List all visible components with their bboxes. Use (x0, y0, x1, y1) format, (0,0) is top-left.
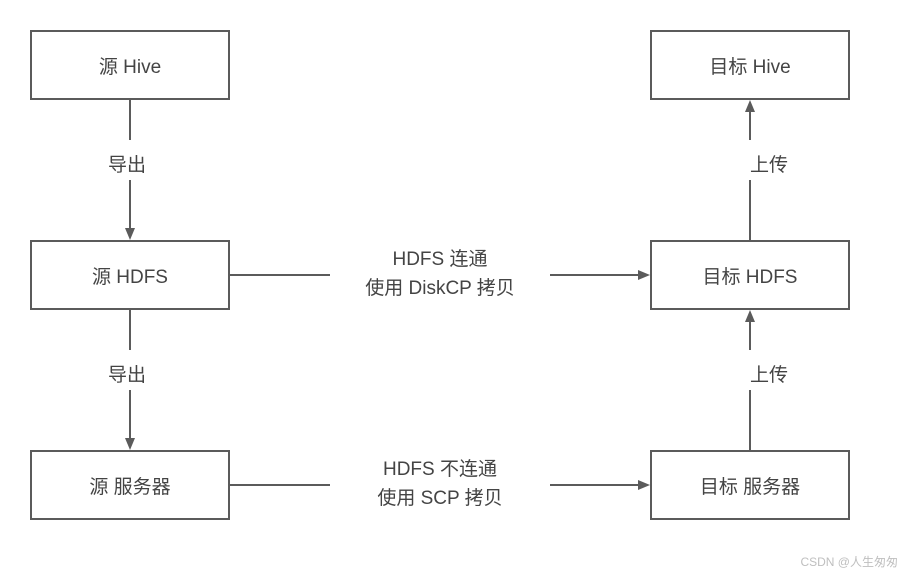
watermark-text: CSDN @人生匆匆 (800, 553, 898, 570)
node-src-hive: 源 Hive (30, 30, 230, 100)
node-label: 源 服务器 (89, 472, 170, 499)
edge-label-upload-2: 上传 (750, 360, 788, 387)
node-label: 目标 HDFS (702, 262, 797, 289)
node-dst-hdfs: 目标 HDFS (650, 240, 850, 310)
edge-label-export-2: 导出 (108, 360, 146, 387)
edge-label-hdfs-connected: HDFS 连通 使用 DiskCP 拷贝 (340, 246, 540, 303)
edge-label-upload-1: 上传 (750, 150, 788, 177)
edge-label-line2: 使用 DiskCP 拷贝 (340, 275, 540, 304)
edge-label-line1: HDFS 连通 (340, 246, 540, 275)
edge-label-line1: HDFS 不连通 (340, 456, 540, 485)
node-label: 目标 Hive (709, 52, 790, 79)
edge-label-line2: 使用 SCP 拷贝 (340, 485, 540, 514)
node-label: 源 Hive (99, 52, 161, 79)
node-src-server: 源 服务器 (30, 450, 230, 520)
node-src-hdfs: 源 HDFS (30, 240, 230, 310)
node-label: 源 HDFS (92, 262, 168, 289)
node-label: 目标 服务器 (700, 472, 800, 499)
edge-label-export-1: 导出 (108, 150, 146, 177)
node-dst-server: 目标 服务器 (650, 450, 850, 520)
node-dst-hive: 目标 Hive (650, 30, 850, 100)
edge-label-hdfs-disconnected: HDFS 不连通 使用 SCP 拷贝 (340, 456, 540, 513)
